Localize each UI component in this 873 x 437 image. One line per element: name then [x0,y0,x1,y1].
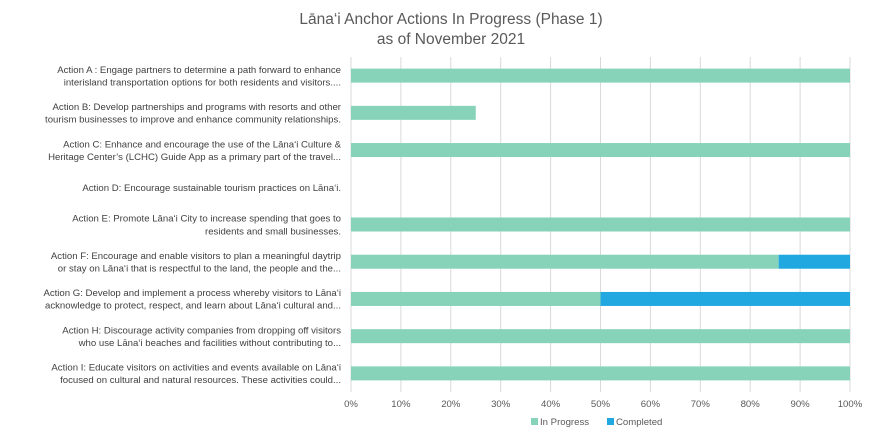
x-tick-label: 0% [344,399,358,410]
category-labels: Action A : Engage partners to determine … [43,65,341,386]
bar-segment [600,291,850,306]
category-label: Action E: Promote Lāna‘i City to increas… [72,214,341,238]
category-label: Action C: Enhance and encourage the use … [48,139,342,163]
x-tick-label: 40% [541,399,561,410]
bars [351,68,850,381]
x-tick-label: 50% [591,399,611,410]
bar-segment [351,105,476,120]
x-tick-label: 100% [838,399,863,410]
legend-label: In Progress [540,417,589,428]
legend-swatch [607,418,614,425]
x-tick-label: 60% [641,399,661,410]
chart-subtitle: as of November 2021 [377,31,525,48]
bar-segment [351,366,850,381]
legend-item: Completed [607,417,662,428]
legend: In Progress Completed [531,417,662,428]
legend-item: In Progress [531,417,589,428]
category-label: Action G: Develop and implement a proces… [43,288,341,312]
bar-segment [351,217,850,232]
bar-segment [351,143,850,158]
legend-label: Completed [616,417,662,428]
x-tick-label: 90% [790,399,810,410]
x-tick-label: 10% [391,399,411,410]
legend-swatch [531,418,538,425]
category-label: Action D: Encourage sustainable tourism … [82,183,341,194]
bar-segment [351,329,850,344]
x-axis-ticks: 0% 10% 20% 30% 40% 50% 60% 70% 80% 90% 100% [344,399,863,410]
category-label: Action I: Educate visitors on activities… [51,363,341,387]
category-label: Action H: Discourage activity companies … [62,325,341,349]
category-label: Action F: Encourage and enable visitors … [51,251,341,275]
bar-segment [778,254,850,269]
bar-segment [351,254,779,269]
bar-segment [351,68,850,83]
category-label: Action B: Develop partnerships and progr… [45,102,342,126]
x-tick-label: 20% [441,399,461,410]
x-tick-label: 70% [691,399,711,410]
x-tick-label: 80% [741,399,761,410]
category-label: Action A : Engage partners to determine … [57,65,341,89]
bar-segment [351,291,601,306]
x-tick-label: 30% [491,399,511,410]
chart-title: Lāna‘i Anchor Actions In Progress (Phase… [299,11,602,28]
